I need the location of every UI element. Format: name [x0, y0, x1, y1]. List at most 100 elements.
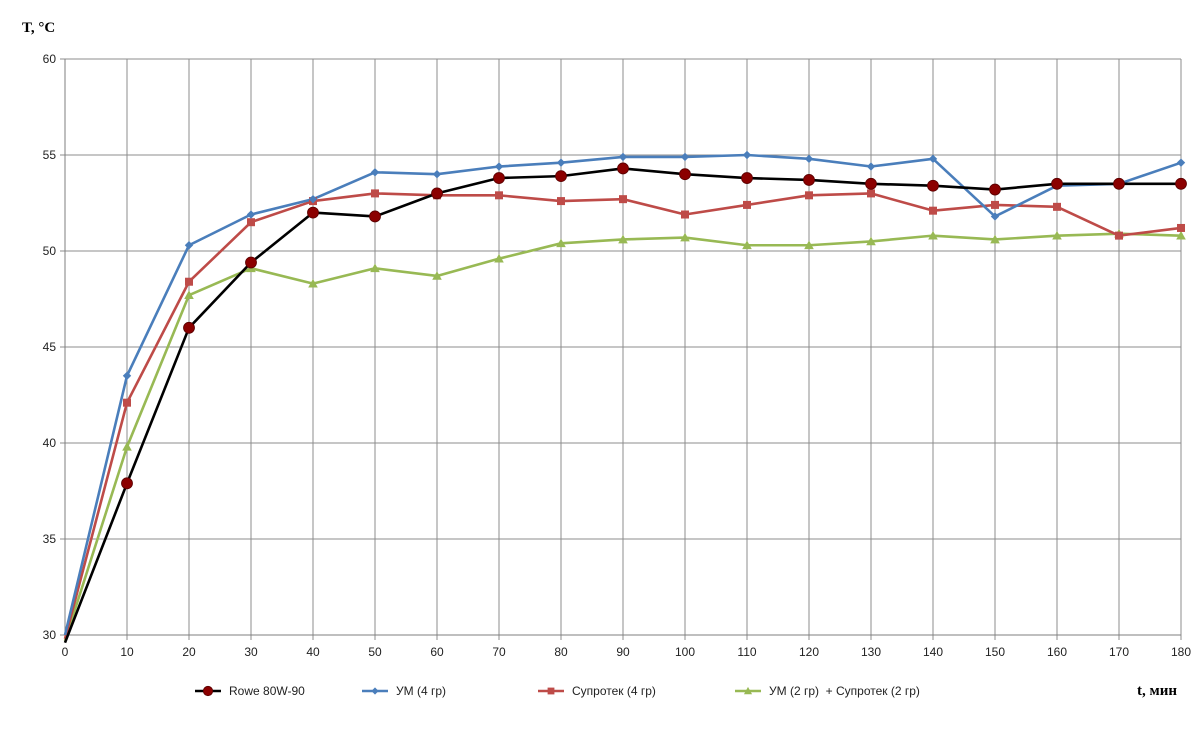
data-point [556, 158, 566, 167]
data-point [804, 240, 814, 250]
x-tick-label: 30 [244, 645, 258, 659]
legend-label: УМ (4 гр) [396, 684, 446, 698]
data-point [1176, 158, 1186, 167]
data-point [680, 232, 690, 242]
data-point [866, 236, 876, 246]
data-point [928, 154, 938, 164]
data-point [494, 253, 504, 263]
data-point [247, 218, 255, 227]
data-point [867, 189, 875, 198]
data-point [121, 477, 133, 490]
data-point [494, 162, 504, 171]
data-point [1051, 177, 1063, 190]
legend-marker [743, 686, 753, 695]
data-point [1053, 202, 1061, 211]
data-point [990, 234, 1000, 244]
y-tick-label: 50 [43, 244, 57, 258]
data-point [619, 195, 627, 204]
data-point [928, 230, 938, 240]
data-point [122, 442, 132, 451]
data-point [1176, 230, 1186, 240]
y-tick-label: 40 [43, 436, 57, 450]
data-point [122, 371, 132, 380]
x-tick-label: 70 [492, 645, 506, 659]
x-tick-label: 90 [616, 645, 630, 659]
data-point [929, 206, 937, 215]
data-point [866, 162, 876, 171]
x-tick-label: 180 [1171, 645, 1191, 659]
x-tick-label: 0 [62, 645, 69, 659]
data-point [245, 256, 257, 269]
data-point [370, 263, 380, 273]
x-tick-label: 50 [368, 645, 382, 659]
data-point [184, 241, 194, 250]
data-point [184, 290, 194, 299]
x-tick-label: 130 [861, 645, 881, 659]
legend-label: Супротек (4 гр) [572, 684, 656, 698]
data-point [431, 187, 443, 200]
data-point [557, 197, 565, 206]
y-tick-label: 30 [43, 628, 57, 642]
data-point [741, 172, 753, 184]
data-point [308, 278, 318, 288]
x-tick-label: 100 [675, 645, 695, 659]
x-tick-label: 160 [1047, 645, 1067, 659]
data-point [183, 321, 195, 334]
data-point [493, 172, 505, 184]
y-tick-label: 45 [43, 340, 57, 354]
data-point [865, 177, 877, 190]
x-tick-label: 120 [799, 645, 819, 659]
x-tick-label: 40 [306, 645, 320, 659]
data-point [742, 150, 752, 160]
data-point [991, 200, 999, 209]
data-point [1115, 231, 1123, 240]
legend: Rowe 80W-90 УМ (4 гр) Супротек (4 гр) УМ (2… [195, 684, 920, 698]
data-point [371, 189, 379, 198]
data-point [804, 154, 814, 164]
data-point [617, 162, 629, 175]
data-point [307, 206, 319, 219]
data-point [990, 212, 1000, 221]
data-point [495, 191, 503, 200]
data-point [803, 174, 815, 186]
x-axis-title: t, мин [1137, 683, 1177, 699]
legend-label: УМ (2 гр) + Супротек (2 гр) [769, 684, 920, 698]
data-point [370, 168, 380, 177]
y-axis-title: T, °C [22, 20, 55, 36]
data-point [246, 210, 256, 219]
data-point [432, 170, 442, 179]
x-tick-label: 150 [985, 645, 1005, 659]
x-tick-label: 110 [737, 645, 756, 659]
legend-marker [202, 685, 214, 697]
data-point [618, 234, 628, 244]
y-tick-label: 60 [43, 52, 57, 66]
data-point [989, 183, 1001, 196]
y-tick-label: 55 [43, 148, 57, 162]
data-point [1113, 177, 1125, 190]
data-point [805, 191, 813, 200]
series-markers [121, 150, 1187, 490]
data-point [1052, 230, 1062, 240]
data-point [369, 210, 381, 223]
data-point [1177, 223, 1185, 232]
data-point [743, 200, 751, 209]
x-tick-label: 10 [120, 645, 134, 659]
tick-labels: 0 10 20 30 40 50 60 70 80 90 100 110 120 130 140 150 160… [43, 52, 1192, 659]
legend-label: Rowe 80W-90 [229, 684, 305, 698]
data-point [742, 240, 752, 250]
x-tick-label: 80 [554, 645, 568, 659]
data-point [555, 170, 567, 183]
data-point [556, 238, 566, 248]
data-point [308, 194, 318, 204]
x-tick-label: 60 [430, 645, 444, 659]
data-point [681, 210, 689, 219]
data-point [679, 168, 691, 181]
axes [60, 58, 1182, 640]
data-point [1175, 177, 1187, 190]
data-point [680, 152, 690, 162]
x-tick-label: 140 [923, 645, 943, 659]
data-point [927, 179, 939, 192]
